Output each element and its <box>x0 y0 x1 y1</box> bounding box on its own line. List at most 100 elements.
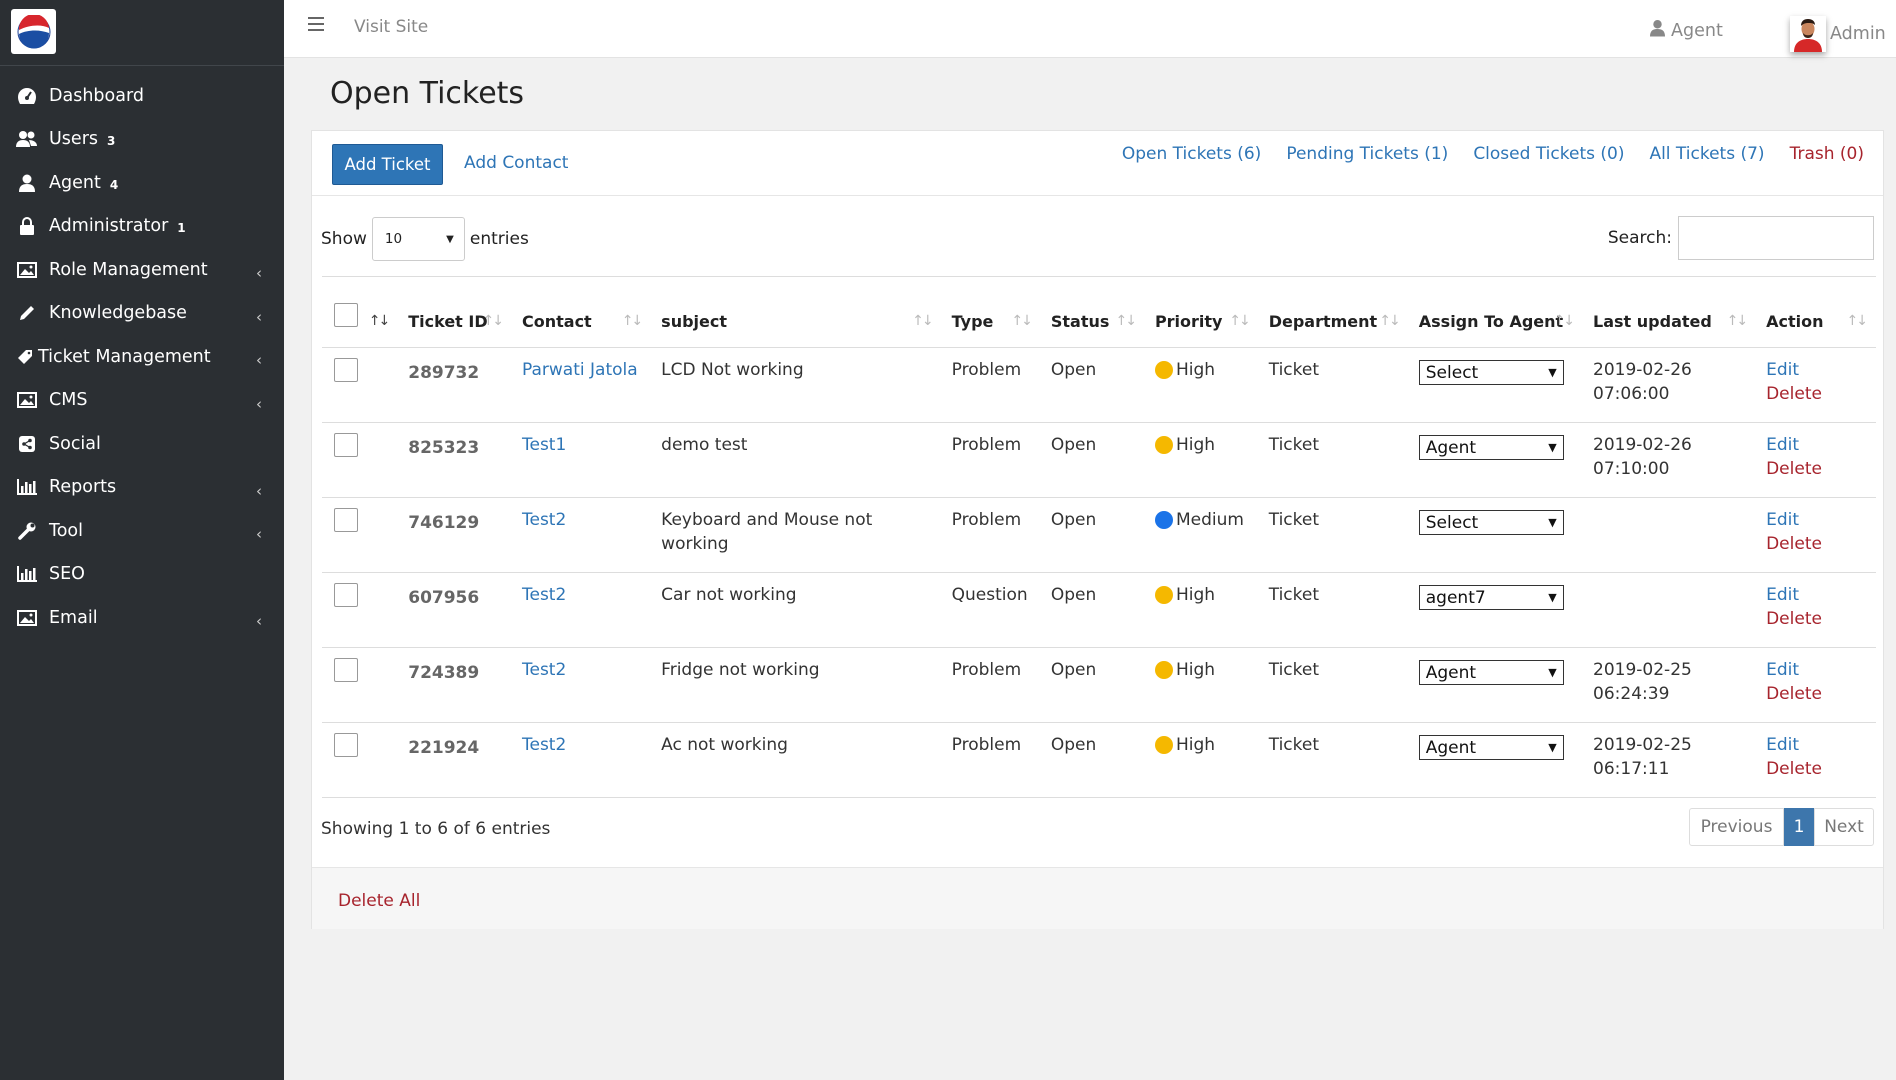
filter-trash[interactable]: Trash (0) <box>1789 144 1864 164</box>
column-header-assign[interactable]: Assign To Agent ↑↓ <box>1408 276 1584 348</box>
delete-link[interactable]: Delete <box>1766 534 1822 554</box>
select-all-checkbox[interactable] <box>334 303 358 327</box>
row-checkbox[interactable] <box>334 508 358 532</box>
sidebar-item-social[interactable]: Social <box>0 422 284 466</box>
ticket-id: 289732 <box>398 347 512 423</box>
page-1-button[interactable]: 1 <box>1784 808 1814 846</box>
search-input[interactable] <box>1678 216 1874 260</box>
filter-closed-tickets[interactable]: Closed Tickets (0) <box>1473 144 1625 164</box>
sidebar-item-email[interactable]: Email ‹ <box>0 596 284 640</box>
delete-link[interactable]: Delete <box>1766 384 1822 404</box>
add-contact-link[interactable]: Add Contact <box>464 153 569 173</box>
contact-link[interactable]: Test2 <box>522 735 567 755</box>
ticket-priority: Medium <box>1175 510 1244 530</box>
assign-agent-select[interactable]: Agent ▼ <box>1418 660 1564 685</box>
ticket-department: Ticket <box>1258 722 1409 798</box>
assign-agent-select[interactable]: Select ▼ <box>1418 360 1564 385</box>
chevron-left-icon: ‹ <box>256 612 262 630</box>
sidebar-item-knowledgebase[interactable]: Knowledgebase ‹ <box>0 292 284 336</box>
sidebar-item-ticket-management[interactable]: Ticket Management ‹ <box>0 335 284 379</box>
assign-agent-select[interactable]: Agent ▼ <box>1418 435 1564 460</box>
column-header-ticket-id[interactable]: Ticket ID ↑↓ <box>398 276 512 348</box>
column-header-subject[interactable]: subject ↑↓ <box>651 276 942 348</box>
delete-link[interactable]: Delete <box>1766 609 1822 629</box>
delete-link[interactable]: Delete <box>1766 684 1822 704</box>
sidebar-item-tool[interactable]: Tool ‹ <box>0 509 284 553</box>
caret-down-icon: ▼ <box>1548 740 1557 754</box>
sort-icon: ↑↓ <box>1229 313 1251 329</box>
column-header-action[interactable]: Action ↑↓ <box>1756 276 1876 348</box>
delete-link[interactable]: Delete <box>1766 459 1822 479</box>
contact-link[interactable]: Test2 <box>522 660 567 680</box>
filter-open-tickets[interactable]: Open Tickets (6) <box>1121 144 1262 164</box>
sidebar-item-cms[interactable]: CMS ‹ <box>0 379 284 423</box>
contact-link[interactable]: Test2 <box>522 510 567 530</box>
sidebar-item-label: CMS <box>49 390 88 411</box>
column-header-priority[interactable]: Priority ↑↓ <box>1144 276 1259 348</box>
filter-all-tickets[interactable]: All Tickets (7) <box>1649 144 1765 164</box>
entries-label: entries <box>469 229 529 249</box>
ticket-type: Problem <box>941 647 1041 723</box>
sidebar-item-administrator[interactable]: Administrator 1 <box>0 205 284 249</box>
column-header-status[interactable]: Status ↑↓ <box>1040 276 1145 348</box>
filter-pending-tickets[interactable]: Pending Tickets (1) <box>1286 144 1449 164</box>
ticket-status: Open <box>1040 647 1145 723</box>
assign-agent-select[interactable]: agent7 ▼ <box>1418 585 1564 610</box>
row-checkbox[interactable] <box>334 433 358 457</box>
row-checkbox[interactable] <box>334 733 358 757</box>
search-label: Search: <box>1607 228 1672 248</box>
priority-medium-icon <box>1154 511 1173 529</box>
sidebar-item-reports[interactable]: Reports ‹ <box>0 466 284 510</box>
sidebar-item-agent[interactable]: Agent 4 <box>0 161 284 205</box>
brand-logo[interactable] <box>11 9 56 54</box>
previous-page-button[interactable]: Previous <box>1689 808 1784 846</box>
edit-link[interactable]: Edit <box>1766 660 1800 680</box>
sort-icon[interactable]: ↑↓ <box>368 313 391 329</box>
sidebar-item-dashboard[interactable]: Dashboard <box>0 74 284 118</box>
next-page-button[interactable]: Next <box>1814 808 1874 846</box>
sidebar-item-role-management[interactable]: Role Management ‹ <box>0 248 284 292</box>
ticket-type: Problem <box>941 347 1041 423</box>
sidebar-item-label: SEO <box>49 564 85 585</box>
ticket-subject: Fridge not working <box>651 647 942 723</box>
sidebar-item-label: Knowledgebase <box>49 303 187 324</box>
ticket-subject: Keyboard and Mouse not working <box>651 497 942 573</box>
assign-agent-select[interactable]: Select ▼ <box>1418 510 1564 535</box>
column-header-type[interactable]: Type ↑↓ <box>941 276 1041 348</box>
assign-agent-select[interactable]: Agent ▼ <box>1418 735 1564 760</box>
column-header-department[interactable]: Department ↑↓ <box>1258 276 1409 348</box>
add-ticket-button[interactable]: Add Ticket <box>332 144 443 185</box>
page-length-select[interactable]: 10 ▼ <box>371 217 465 261</box>
sidebar-item-users[interactable]: Users 3 <box>0 118 284 162</box>
delete-link[interactable]: Delete <box>1766 759 1822 779</box>
edit-link[interactable]: Edit <box>1766 585 1800 605</box>
contact-link[interactable]: Test1 <box>522 435 567 455</box>
count-badge: 1 <box>177 221 186 236</box>
agent-menu[interactable]: Agent <box>1650 19 1723 42</box>
user-icon <box>16 173 38 193</box>
column-header-last-updated[interactable]: Last updated ↑↓ <box>1583 276 1757 348</box>
edit-link[interactable]: Edit <box>1766 435 1800 455</box>
row-checkbox[interactable] <box>334 583 358 607</box>
sidebar-item-seo[interactable]: SEO <box>0 553 284 597</box>
admin-label: Admin <box>1830 24 1886 44</box>
edit-link[interactable]: Edit <box>1766 360 1800 380</box>
contact-link[interactable]: Parwati Jatola <box>522 360 638 380</box>
visit-site-link[interactable]: Visit Site <box>354 17 429 37</box>
row-checkbox[interactable] <box>334 358 358 382</box>
admin-menu[interactable]: Admin <box>1790 16 1886 52</box>
delete-all-link[interactable]: Delete All <box>338 891 421 911</box>
ticket-id: 724389 <box>398 647 512 723</box>
edit-link[interactable]: Edit <box>1766 735 1800 755</box>
sidebar-item-label: Agent <box>49 172 101 193</box>
column-label: Department <box>1268 312 1378 331</box>
menu-toggle-icon[interactable] <box>308 17 324 31</box>
caret-down-icon: ▼ <box>1548 665 1557 679</box>
ticket-department: Ticket <box>1258 347 1409 423</box>
caret-down-icon: ▼ <box>1548 440 1557 454</box>
contact-link[interactable]: Test2 <box>522 585 567 605</box>
panel-footer: Delete All <box>312 867 1883 929</box>
row-checkbox[interactable] <box>334 658 358 682</box>
edit-link[interactable]: Edit <box>1766 510 1800 530</box>
column-header-contact[interactable]: Contact ↑↓ <box>512 276 652 348</box>
